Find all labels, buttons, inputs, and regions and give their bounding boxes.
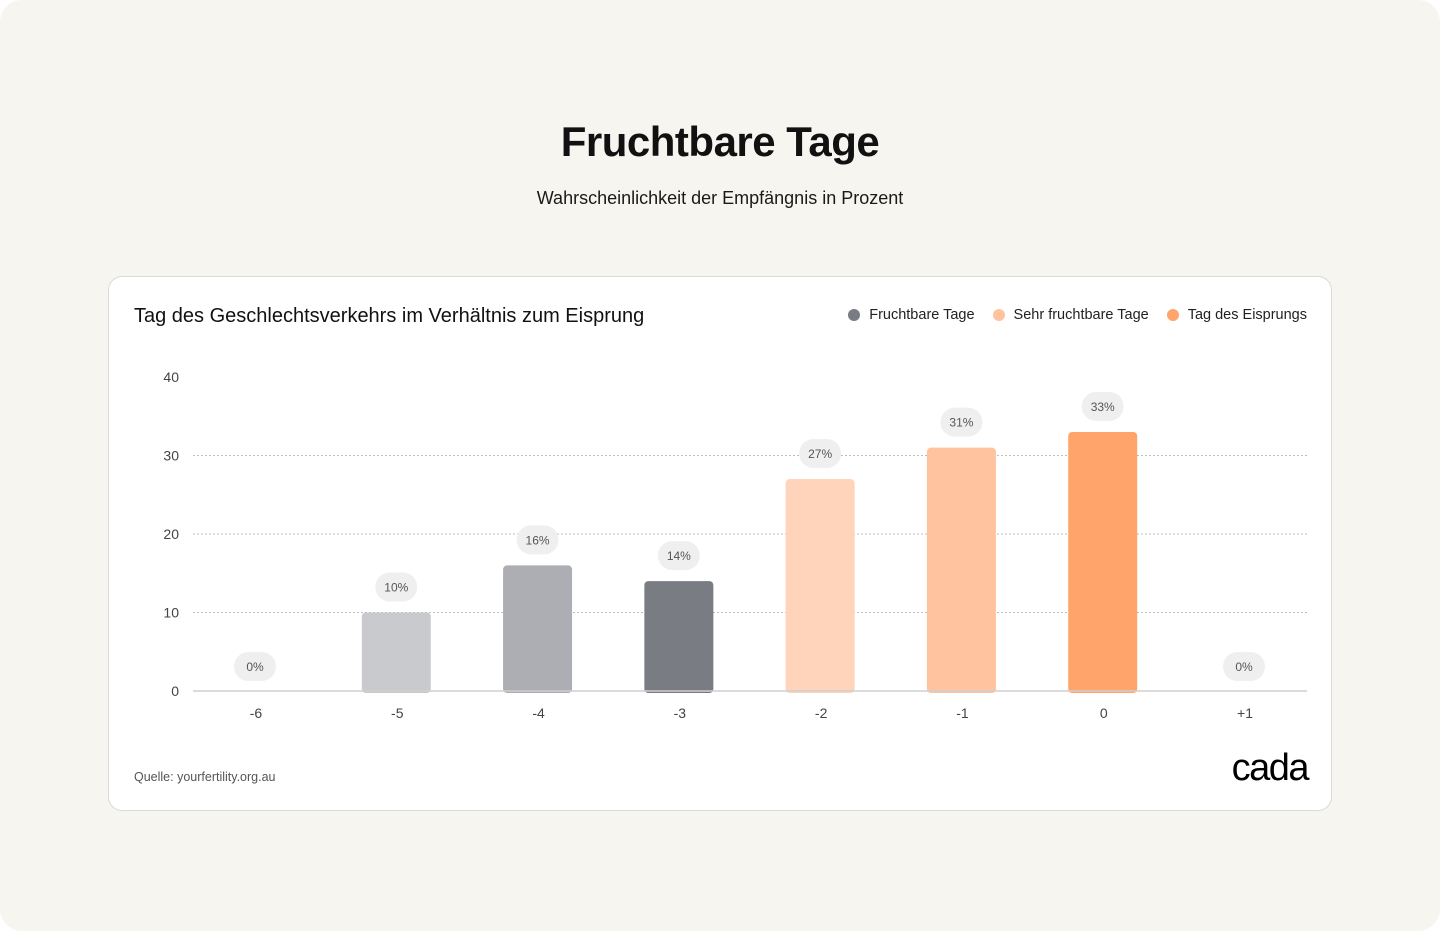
page-title: Fruchtbare Tage: [560, 118, 880, 165]
legend-item-tag-des-eisprungs: Tag des Eisprungs: [1166, 307, 1307, 323]
data-label-pill: [516, 525, 559, 555]
x-tick-label: -2: [815, 705, 828, 721]
legend-label: Sehr fruchtbare Tage: [1013, 307, 1149, 323]
y-tick-label: 30: [163, 448, 179, 464]
bar--5: [361, 612, 431, 693]
x-tick-label: -4: [532, 705, 545, 721]
data-label: 0%: [246, 660, 264, 674]
data-label-pill: [375, 572, 418, 602]
legend-item-sehr-fruchtbare-tage: Sehr fruchtbare Tage: [992, 307, 1149, 323]
data-label: 0%: [1235, 660, 1253, 674]
x-tick-label: -1: [956, 705, 969, 721]
bar--3: [644, 581, 714, 693]
bar-0: [1068, 431, 1138, 693]
x-tick-label: -6: [250, 705, 263, 721]
x-tick-label: -3: [674, 705, 687, 721]
data-label: 16%: [526, 533, 550, 547]
data-label: 31%: [949, 416, 973, 430]
bar--4: [503, 565, 573, 693]
legend-label: Tag des Eisprungs: [1187, 307, 1307, 323]
data-label-pill: [799, 439, 842, 469]
chart-card: 0 10 20 30 40 0% -6 10% -5 16% -4 14% -3 27% -2 31% -1 33…: [108, 276, 1332, 811]
chart-legend: Fruchtbare Tage Sehr fruchtbare Tage Tag…: [848, 307, 1307, 323]
data-label-pill: [234, 652, 276, 681]
chart-title: Tag des Geschlechtsverkehrs im Verhältni…: [134, 305, 645, 327]
x-tick-label: 0: [1100, 705, 1108, 721]
bar-chart: 0 10 20 30 40 0% -6 10% -5 16% -4 14% -3 27% -2 31% -1 33…: [163, 369, 1307, 721]
data-label: 10%: [384, 581, 408, 595]
legend-swatch: [848, 309, 861, 321]
bar--2: [785, 479, 855, 693]
legend-swatch: [992, 309, 1005, 321]
y-tick-label: 0: [171, 683, 179, 699]
y-tick-label: 20: [163, 526, 179, 542]
page-subtitle: Wahrscheinlichkeit der Empfängnis in Pro…: [536, 188, 904, 208]
data-label-pill: [1081, 391, 1124, 421]
cada-logo: cada: [1231, 747, 1310, 789]
x-tick-label: +1: [1237, 705, 1253, 721]
legend-label: Fruchtbare Tage: [869, 307, 975, 323]
y-tick-label: 40: [163, 369, 179, 385]
data-label: 33%: [1091, 400, 1115, 414]
source-note: Quelle: yourfertility.org.au: [134, 770, 276, 784]
data-label-pill: [657, 541, 700, 571]
data-label-pill: [940, 407, 983, 437]
bar--1: [926, 447, 996, 693]
x-tick-label: -5: [391, 705, 404, 721]
legend-item-fruchtbare-tage: Fruchtbare Tage: [848, 307, 975, 323]
data-label: 27%: [808, 447, 832, 461]
legend-swatch: [1166, 309, 1179, 321]
data-label: 14%: [667, 549, 691, 563]
y-tick-label: 10: [163, 605, 179, 621]
data-label-pill: [1223, 652, 1265, 681]
